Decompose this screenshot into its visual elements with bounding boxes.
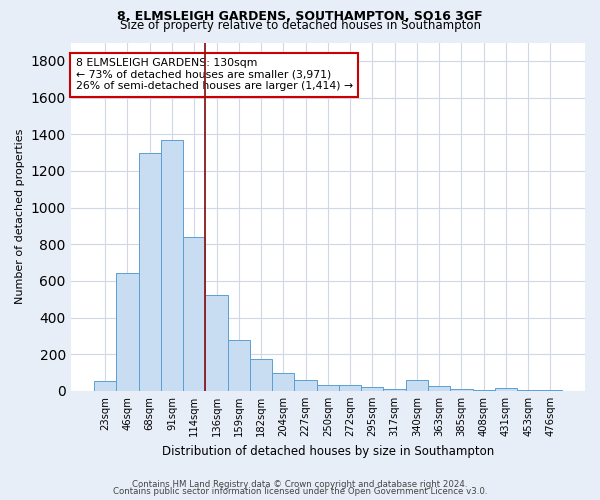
Bar bbox=[183, 237, 205, 391]
Bar bbox=[406, 380, 428, 391]
Bar bbox=[161, 140, 183, 391]
Bar bbox=[250, 359, 272, 391]
Bar bbox=[539, 390, 562, 391]
Bar bbox=[317, 384, 339, 391]
Bar bbox=[272, 372, 295, 391]
Bar bbox=[339, 384, 361, 391]
Bar bbox=[383, 389, 406, 391]
Text: Size of property relative to detached houses in Southampton: Size of property relative to detached ho… bbox=[119, 18, 481, 32]
Text: 8 ELMSLEIGH GARDENS: 130sqm
← 73% of detached houses are smaller (3,971)
26% of : 8 ELMSLEIGH GARDENS: 130sqm ← 73% of det… bbox=[76, 58, 353, 92]
Bar bbox=[517, 390, 539, 391]
Bar bbox=[450, 389, 473, 391]
Bar bbox=[94, 381, 116, 391]
Text: Contains HM Land Registry data © Crown copyright and database right 2024.: Contains HM Land Registry data © Crown c… bbox=[132, 480, 468, 489]
Bar bbox=[205, 294, 227, 391]
Bar bbox=[227, 340, 250, 391]
Bar bbox=[139, 152, 161, 391]
Text: 8, ELMSLEIGH GARDENS, SOUTHAMPTON, SO16 3GF: 8, ELMSLEIGH GARDENS, SOUTHAMPTON, SO16 … bbox=[117, 10, 483, 23]
Text: Contains public sector information licensed under the Open Government Licence v3: Contains public sector information licen… bbox=[113, 488, 487, 496]
Bar bbox=[428, 386, 450, 391]
Bar bbox=[495, 388, 517, 391]
Bar bbox=[473, 390, 495, 391]
Bar bbox=[361, 388, 383, 391]
X-axis label: Distribution of detached houses by size in Southampton: Distribution of detached houses by size … bbox=[162, 444, 494, 458]
Bar bbox=[295, 380, 317, 391]
Bar bbox=[116, 272, 139, 391]
Y-axis label: Number of detached properties: Number of detached properties bbox=[15, 129, 25, 304]
